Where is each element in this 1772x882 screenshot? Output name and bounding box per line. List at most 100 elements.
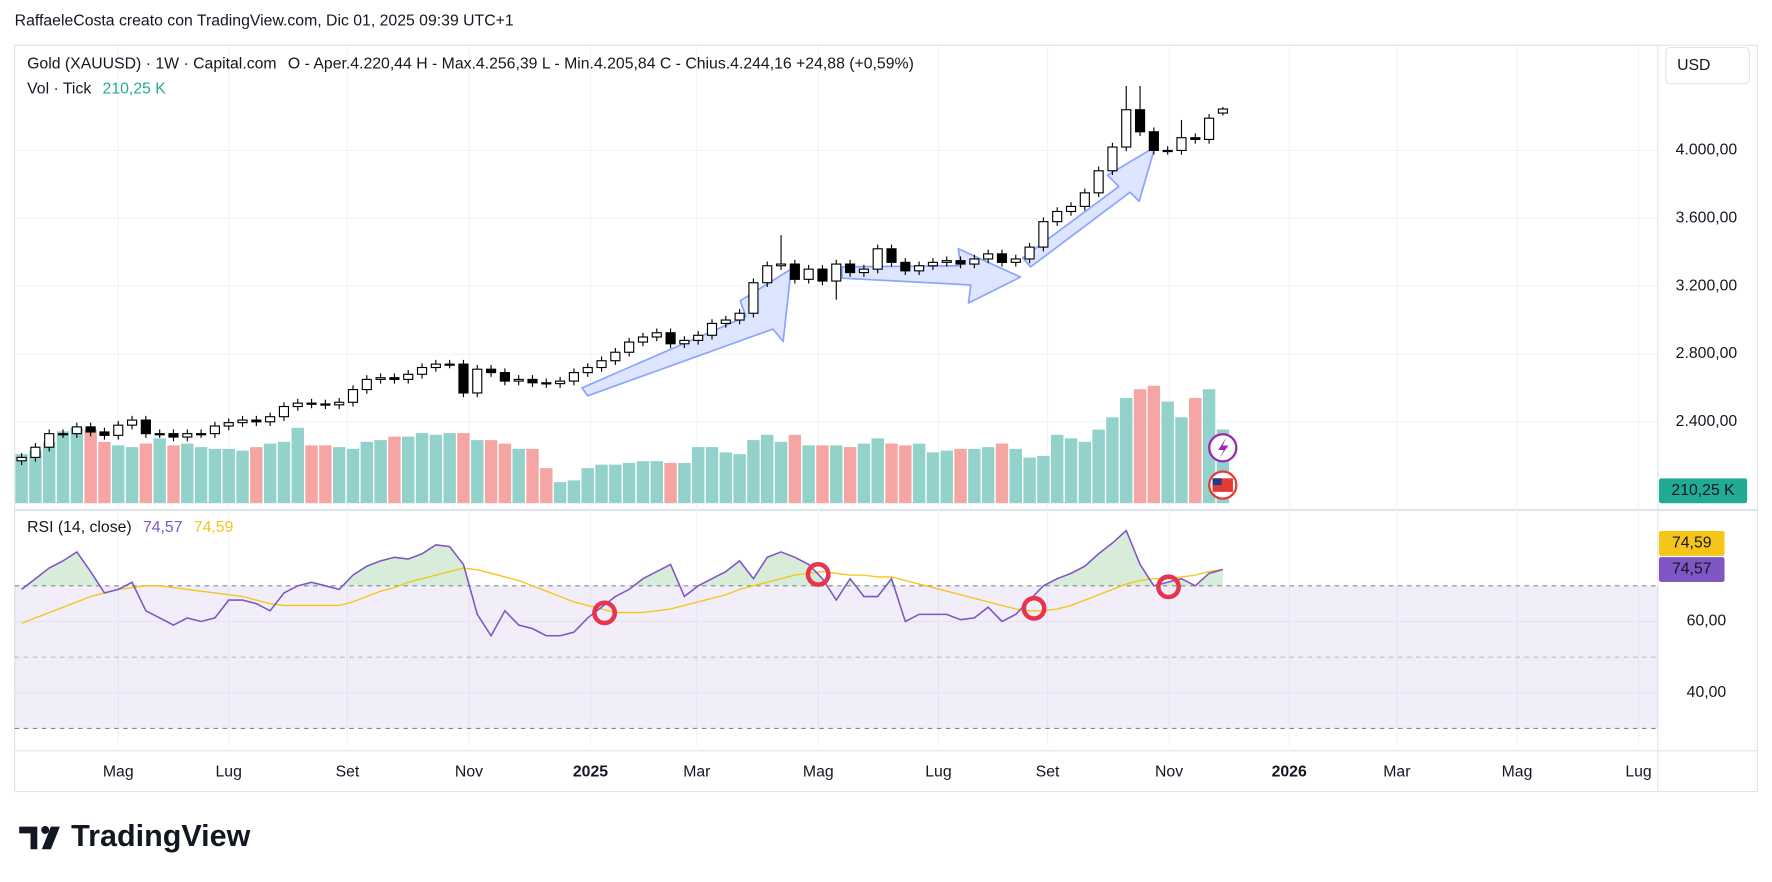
volume-bar: [388, 436, 401, 504]
candle-body: [16, 456, 27, 462]
brand-logo: TradingView: [19, 819, 251, 853]
volume-bar: [1092, 429, 1105, 504]
candle-body: [1093, 170, 1104, 194]
candle-body: [265, 416, 276, 423]
volume-bar: [788, 434, 802, 504]
symbol-legend: Gold (XAUUSD) · 1W · Capital.com O - Aper…: [27, 56, 914, 73]
volume-bar: [125, 447, 139, 504]
currency-box[interactable]: [1665, 46, 1750, 85]
candle-body: [720, 319, 731, 324]
candle-body: [748, 282, 759, 314]
candle-body: [610, 351, 621, 362]
candle-body: [1024, 246, 1035, 260]
volume-legend: Vol · Tick 210,25 K: [27, 81, 166, 98]
volume-bar: [250, 447, 263, 504]
lightning-glyph: [1218, 437, 1229, 458]
candle-body: [996, 253, 1008, 263]
volume-bar: [940, 450, 953, 504]
y-tick-label: 3.200,00: [1676, 277, 1738, 294]
volume-bar: [968, 448, 981, 504]
candle-body: [900, 261, 911, 272]
candle-body: [914, 265, 925, 272]
rsi-tick-label: 40,00: [1687, 684, 1727, 701]
candle-body: [831, 263, 842, 282]
candle-body: [1190, 137, 1201, 140]
candle-body: [582, 366, 593, 374]
volume-bar: [194, 447, 208, 504]
candle-body: [624, 341, 635, 353]
rsi-title: RSI (14, close): [27, 519, 132, 536]
candle-body: [844, 263, 856, 274]
candle-body: [168, 433, 179, 438]
volume-title: Vol · Tick: [27, 81, 91, 98]
rsi-label-box: [1658, 557, 1725, 582]
candle-body: [762, 265, 773, 284]
currency[interactable]: USD: [1677, 57, 1710, 74]
volume-bar: [208, 448, 222, 504]
y-tick-label: 2.400,00: [1676, 413, 1738, 430]
volume-axis-label: 210,25 K: [1671, 482, 1735, 499]
x-tick-label: 2026: [1272, 763, 1307, 780]
x-tick-label: Lug: [925, 763, 951, 780]
logo-slash: [41, 826, 60, 850]
trend-arrow: [1021, 146, 1156, 268]
x-tick-label: Lug: [1625, 763, 1651, 780]
volume-layer: [15, 385, 1230, 504]
volume-bar: [29, 450, 42, 504]
candle-body: [679, 339, 690, 345]
rsi-tick-label: 60,00: [1687, 613, 1727, 630]
candle-body: [858, 268, 869, 274]
volume-bar: [42, 441, 56, 504]
logo-dot: [41, 826, 50, 834]
volume-bar: [622, 462, 636, 504]
candle-body: [527, 378, 538, 384]
volume-bar: [1147, 385, 1161, 504]
candle-body: [775, 263, 787, 267]
volume-bar: [332, 447, 346, 504]
volume-bar: [346, 448, 360, 504]
signal-circle: [1021, 595, 1047, 621]
rsi-legend: RSI (14, close) 74,57 74,59: [27, 519, 233, 536]
candle-body: [30, 446, 41, 458]
candle-body: [223, 422, 234, 427]
volume-bar: [139, 443, 153, 504]
x-tick-label: Set: [1036, 763, 1060, 780]
volume-bar: [1161, 401, 1174, 504]
volume-bar: [471, 440, 484, 504]
rsi-signal-circles: [592, 561, 1181, 626]
grid: [14, 47, 1658, 747]
candle-body: [416, 366, 428, 375]
volume-bar: [691, 447, 705, 504]
volume-bar: [540, 468, 553, 504]
candle-body: [637, 336, 649, 343]
signal-circle: [592, 600, 618, 626]
trend-arrow: [581, 268, 792, 397]
legend-layer: Gold (XAUUSD) · 1W · Capital.com O - Aper…: [27, 46, 1750, 780]
rsi-axis-label: 74,59: [1672, 535, 1712, 552]
x-tick-label: Nov: [1155, 763, 1183, 780]
rsi-background: [14, 585, 1658, 730]
volume-bar: [498, 443, 512, 504]
candle-body: [334, 401, 345, 406]
candle-body: [196, 433, 207, 436]
y-tick-label: 2.800,00: [1676, 345, 1738, 362]
volume-bar: [650, 461, 663, 504]
candle-body: [389, 377, 400, 380]
x-tick-label: 2025: [573, 763, 608, 780]
volume-bar: [305, 445, 318, 504]
candle-body: [789, 263, 800, 280]
x-tick-label: Mag: [1502, 763, 1533, 780]
volume-bar: [1037, 455, 1050, 504]
volume-bar: [595, 464, 608, 504]
volume-bar: [70, 427, 84, 504]
x-tick-label: Lug: [216, 763, 242, 780]
volume-bar: [830, 445, 843, 504]
rsi-axis-label: 74,57: [1672, 561, 1712, 578]
volume-bar: [277, 441, 291, 504]
signal-circle: [805, 561, 831, 587]
volume-bar: [1064, 438, 1078, 504]
x-tick-label: Mar: [683, 763, 710, 780]
volume-bar: [885, 443, 898, 504]
